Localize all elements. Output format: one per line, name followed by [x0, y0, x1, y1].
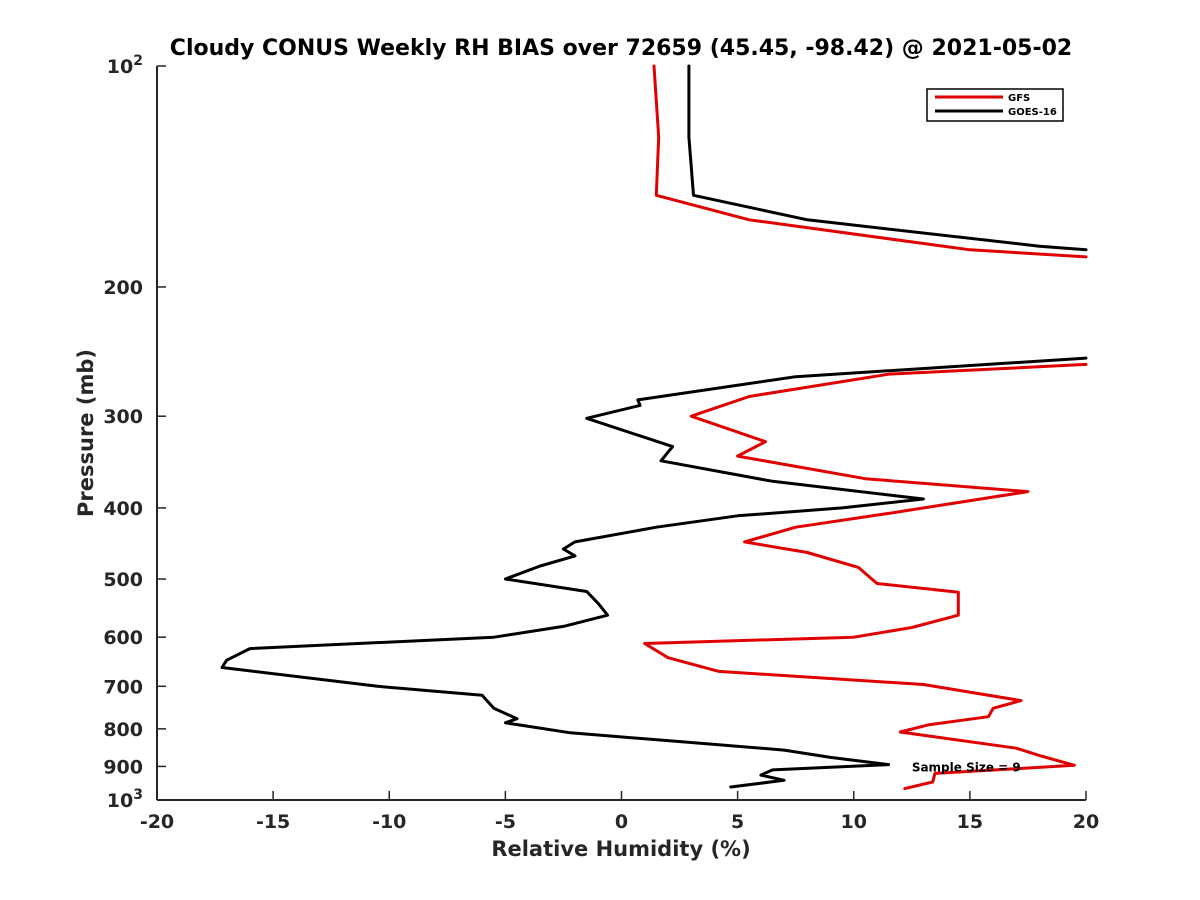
y-tick-label-text: 700 — [103, 676, 143, 698]
legend: GFS GOES-16 — [926, 88, 1064, 122]
y-tick-label-text: 10 — [107, 790, 133, 812]
y-tick-label-text: 500 — [103, 569, 143, 591]
y-tick-label-text: 10 — [107, 56, 133, 78]
y-tick-label: 700 — [103, 676, 143, 698]
legend-label-gfs: GFS — [1008, 93, 1030, 104]
y-tick-label: 200 — [103, 277, 143, 299]
series-line-goes16-segment-1 — [687, 64, 1088, 252]
x-tick-label: -10 — [372, 811, 406, 833]
x-tick-label: 10 — [841, 811, 867, 833]
y-tick-label: 500 — [103, 569, 143, 591]
chart-title: Cloudy CONUS Weekly RH BIAS over 72659 (… — [170, 36, 1072, 61]
x-axis-ticks: -20 -15 -10 -5 0 5 10 15 20 — [140, 791, 1099, 833]
y-tick-label: 300 — [103, 406, 143, 428]
y-tick-label-text: 300 — [103, 406, 143, 428]
legend-box — [926, 88, 1064, 122]
y-tick-label: 900 — [103, 756, 143, 778]
series-lines — [220, 64, 1088, 791]
sample-size-annotation: Sample Size = 9 — [912, 760, 1021, 774]
y-tick-label-text: 400 — [103, 498, 143, 520]
series-line-gfs-segment-1 — [652, 64, 1088, 259]
x-tick-label: -15 — [256, 811, 290, 833]
y-tick-label-text: 900 — [103, 756, 143, 778]
y-tick-label-text: 800 — [103, 719, 143, 741]
x-tick-label: -20 — [140, 811, 174, 833]
y-tick-label: 400 — [103, 498, 143, 520]
y-tick-label: 800 — [103, 719, 143, 741]
series-line-goes16-segment-2 — [220, 356, 1088, 789]
x-tick-label: 20 — [1073, 811, 1099, 833]
y-tick-label-exponent: 3 — [133, 787, 143, 803]
y-tick-label-text: 200 — [103, 277, 143, 299]
y-tick-label-text: 600 — [103, 627, 143, 649]
y-axis-label: Pressure (mb) — [74, 349, 98, 517]
legend-label-goes16: GOES-16 — [1008, 107, 1057, 118]
series-line-gfs-segment-2 — [643, 362, 1088, 791]
x-axis-label: Relative Humidity (%) — [491, 837, 750, 861]
x-tick-label: 0 — [615, 811, 628, 833]
y-tick-label: 600 — [103, 627, 143, 649]
x-tick-label: 15 — [957, 811, 983, 833]
y-tick-label: 102 — [107, 53, 143, 78]
y-tick-label-exponent: 2 — [133, 53, 143, 69]
x-tick-label: -5 — [495, 811, 516, 833]
y-tick-label: 103 — [107, 787, 143, 812]
x-tick-label: 5 — [731, 811, 744, 833]
